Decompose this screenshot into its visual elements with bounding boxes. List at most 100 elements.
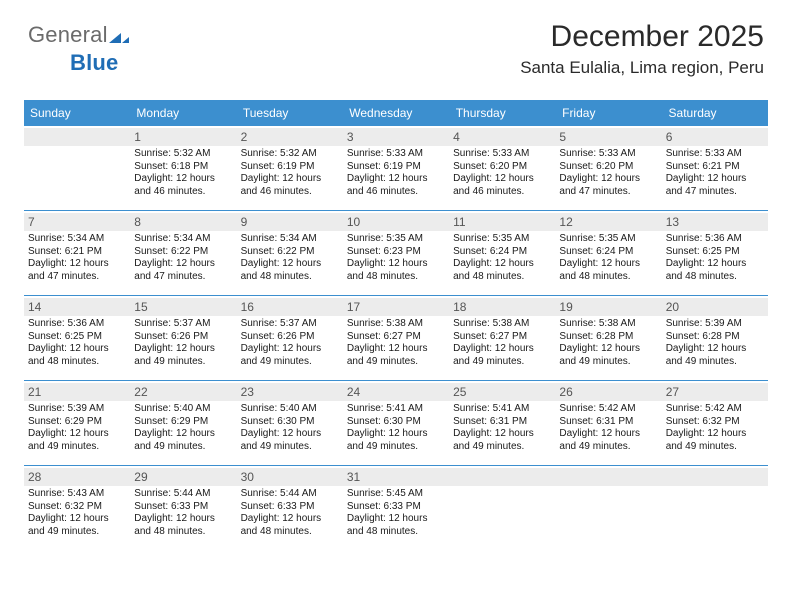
day-daylight: Daylight: 12 hours and 47 minutes. xyxy=(559,173,657,198)
day-sunset: Sunset: 6:20 PM xyxy=(559,161,657,174)
day-number: 13 xyxy=(662,213,768,231)
weekday-header: Friday xyxy=(555,100,661,126)
day-sunset: Sunset: 6:22 PM xyxy=(241,246,339,259)
day-number: 28 xyxy=(24,468,130,486)
week-row: 28Sunrise: 5:43 AMSunset: 6:32 PMDayligh… xyxy=(24,465,768,550)
day-sunrise: Sunrise: 5:40 AM xyxy=(134,403,232,416)
day-number: 24 xyxy=(343,383,449,401)
day-cell: 12Sunrise: 5:35 AMSunset: 6:24 PMDayligh… xyxy=(555,211,661,295)
day-sunrise: Sunrise: 5:35 AM xyxy=(559,233,657,246)
day-number: 11 xyxy=(449,213,555,231)
day-sunrise: Sunrise: 5:44 AM xyxy=(134,488,232,501)
day-sunrise: Sunrise: 5:33 AM xyxy=(453,148,551,161)
weekday-header: Monday xyxy=(129,100,235,126)
day-daylight: Daylight: 12 hours and 49 minutes. xyxy=(28,513,126,538)
day-daylight: Daylight: 12 hours and 49 minutes. xyxy=(347,343,445,368)
day-cell: 23Sunrise: 5:40 AMSunset: 6:30 PMDayligh… xyxy=(237,381,343,465)
day-daylight: Daylight: 12 hours and 48 minutes. xyxy=(559,258,657,283)
day-daylight: Daylight: 12 hours and 47 minutes. xyxy=(28,258,126,283)
day-daylight: Daylight: 12 hours and 46 minutes. xyxy=(241,173,339,198)
day-sunset: Sunset: 6:18 PM xyxy=(134,161,232,174)
day-sunrise: Sunrise: 5:36 AM xyxy=(28,318,126,331)
day-daylight: Daylight: 12 hours and 49 minutes. xyxy=(453,428,551,453)
day-sunset: Sunset: 6:31 PM xyxy=(453,416,551,429)
day-number: 26 xyxy=(555,383,661,401)
location-subtitle: Santa Eulalia, Lima region, Peru xyxy=(520,58,764,78)
day-sunrise: Sunrise: 5:40 AM xyxy=(241,403,339,416)
day-cell: 3Sunrise: 5:33 AMSunset: 6:19 PMDaylight… xyxy=(343,126,449,210)
day-cell: 7Sunrise: 5:34 AMSunset: 6:21 PMDaylight… xyxy=(24,211,130,295)
day-daylight: Daylight: 12 hours and 48 minutes. xyxy=(453,258,551,283)
day-daylight: Daylight: 12 hours and 49 minutes. xyxy=(666,428,764,453)
day-sunset: Sunset: 6:29 PM xyxy=(28,416,126,429)
brand-mark-icon xyxy=(109,24,129,50)
day-daylight: Daylight: 12 hours and 49 minutes. xyxy=(241,428,339,453)
day-cell: 30Sunrise: 5:44 AMSunset: 6:33 PMDayligh… xyxy=(237,466,343,550)
day-cell: 19Sunrise: 5:38 AMSunset: 6:28 PMDayligh… xyxy=(555,296,661,380)
day-cell: 2 Sunrise: 5:32 AMSunset: 6:19 PMDaylight… xyxy=(237,126,343,210)
weekday-header-row: Sunday Monday Tuesday Wednesday Thursday… xyxy=(24,100,768,126)
day-sunset: Sunset: 6:20 PM xyxy=(453,161,551,174)
day-number: 6 xyxy=(662,128,768,146)
day-sunrise: Sunrise: 5:34 AM xyxy=(28,233,126,246)
day-sunset: Sunset: 6:24 PM xyxy=(559,246,657,259)
day-sunset: Sunset: 6:21 PM xyxy=(28,246,126,259)
day-cell: 25Sunrise: 5:41 AMSunset: 6:31 PMDayligh… xyxy=(449,381,555,465)
day-number: 23 xyxy=(237,383,343,401)
day-cell: 11Sunrise: 5:35 AMSunset: 6:24 PMDayligh… xyxy=(449,211,555,295)
day-sunrise: Sunrise: 5:35 AM xyxy=(453,233,551,246)
day-number: 18 xyxy=(449,298,555,316)
month-title: December 2025 xyxy=(520,20,764,54)
day-sunset: Sunset: 6:19 PM xyxy=(241,161,339,174)
day-number xyxy=(24,128,130,146)
day-cell: 22Sunrise: 5:40 AMSunset: 6:29 PMDayligh… xyxy=(130,381,236,465)
day-number: 22 xyxy=(130,383,236,401)
day-cell: 28Sunrise: 5:43 AMSunset: 6:32 PMDayligh… xyxy=(24,466,130,550)
day-sunset: Sunset: 6:27 PM xyxy=(453,331,551,344)
day-number: 4 xyxy=(449,128,555,146)
day-cell: 24Sunrise: 5:41 AMSunset: 6:30 PMDayligh… xyxy=(343,381,449,465)
day-cell: 29Sunrise: 5:44 AMSunset: 6:33 PMDayligh… xyxy=(130,466,236,550)
day-daylight: Daylight: 12 hours and 48 minutes. xyxy=(347,258,445,283)
week-row: 21Sunrise: 5:39 AMSunset: 6:29 PMDayligh… xyxy=(24,380,768,465)
day-number: 2 xyxy=(237,128,343,146)
day-sunrise: Sunrise: 5:36 AM xyxy=(666,233,764,246)
day-sunset: Sunset: 6:21 PM xyxy=(666,161,764,174)
day-sunrise: Sunrise: 5:38 AM xyxy=(347,318,445,331)
day-cell xyxy=(662,466,768,550)
day-cell: 6Sunrise: 5:33 AMSunset: 6:21 PMDaylight… xyxy=(662,126,768,210)
day-number xyxy=(449,468,555,486)
weekday-header: Thursday xyxy=(449,100,555,126)
weeks-container: 1Sunrise: 5:32 AMSunset: 6:18 PMDaylight… xyxy=(24,126,768,550)
day-number: 29 xyxy=(130,468,236,486)
day-sunset: Sunset: 6:23 PM xyxy=(347,246,445,259)
day-sunrise: Sunrise: 5:34 AM xyxy=(134,233,232,246)
day-number: 19 xyxy=(555,298,661,316)
day-cell: 4Sunrise: 5:33 AMSunset: 6:20 PMDaylight… xyxy=(449,126,555,210)
day-sunset: Sunset: 6:30 PM xyxy=(347,416,445,429)
day-number: 31 xyxy=(343,468,449,486)
day-daylight: Daylight: 12 hours and 49 minutes. xyxy=(453,343,551,368)
day-sunset: Sunset: 6:26 PM xyxy=(134,331,232,344)
day-sunrise: Sunrise: 5:35 AM xyxy=(347,233,445,246)
day-sunrise: Sunrise: 5:32 AM xyxy=(241,148,339,161)
day-sunset: Sunset: 6:26 PM xyxy=(241,331,339,344)
day-daylight: Daylight: 12 hours and 46 minutes. xyxy=(134,173,232,198)
day-daylight: Daylight: 12 hours and 48 minutes. xyxy=(347,513,445,538)
day-sunset: Sunset: 6:27 PM xyxy=(347,331,445,344)
day-daylight: Daylight: 12 hours and 47 minutes. xyxy=(666,173,764,198)
day-cell xyxy=(555,466,661,550)
title-block: December 2025 Santa Eulalia, Lima region… xyxy=(520,20,764,78)
day-daylight: Daylight: 12 hours and 49 minutes. xyxy=(134,343,232,368)
day-sunrise: Sunrise: 5:39 AM xyxy=(666,318,764,331)
day-number: 10 xyxy=(343,213,449,231)
day-cell: 5Sunrise: 5:33 AMSunset: 6:20 PMDaylight… xyxy=(555,126,661,210)
day-daylight: Daylight: 12 hours and 48 minutes. xyxy=(28,343,126,368)
day-cell: 16Sunrise: 5:37 AMSunset: 6:26 PMDayligh… xyxy=(237,296,343,380)
day-cell xyxy=(24,126,130,210)
weekday-header: Saturday xyxy=(662,100,768,126)
day-sunset: Sunset: 6:32 PM xyxy=(666,416,764,429)
day-sunset: Sunset: 6:32 PM xyxy=(28,501,126,514)
day-sunrise: Sunrise: 5:41 AM xyxy=(347,403,445,416)
day-number: 14 xyxy=(24,298,130,316)
